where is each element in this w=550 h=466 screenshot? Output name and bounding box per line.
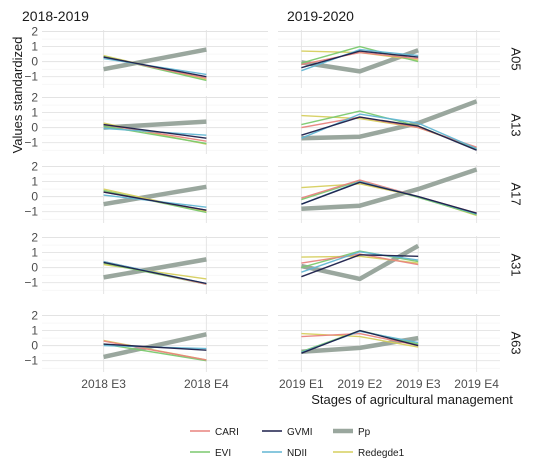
y-tick-label: 0 (31, 339, 38, 353)
series-group-a31-2018-2019 (103, 257, 207, 285)
y-tick-label: 1 (31, 324, 38, 338)
series-line-cari-a63-2019-2020 (301, 332, 419, 347)
y-tick-label: 1 (31, 106, 38, 120)
series-line-cari-a05-2019-2020 (301, 51, 419, 66)
series-line-redegde1-a63-2019-2020 (301, 332, 419, 348)
legend-item-gvmi: GVMI (262, 427, 313, 438)
series-line-pp-a31-2018-2019 (103, 257, 207, 280)
series-group-a17-2019-2020 (301, 167, 478, 217)
panel-a31-2019-2020 (278, 236, 500, 294)
series-line-gvmi-a17-2018-2019 (103, 191, 207, 211)
series-line-pp-a05-2018-2019 (103, 47, 207, 72)
y-tick-label: 2 (31, 309, 38, 323)
y-tick-label: 2 (31, 160, 38, 174)
series-line-gvmi-a05-2019-2020 (301, 50, 419, 69)
series-group-a13-2018-2019 (103, 119, 207, 145)
y-tick-label: 0 (31, 190, 38, 204)
y-axis-title: Values standardized (10, 37, 25, 154)
x-tick-label-2018-e4: 2018 E4 (184, 377, 229, 391)
strip-label-a17: A17 (509, 182, 524, 205)
x-tick-label-2018-e3: 2018 E3 (81, 377, 126, 391)
legend: CARI GVMI Pp EVI NDII Redegde1 (190, 427, 405, 459)
y-tick-label: 1 (31, 175, 38, 189)
series-line-evi-a63-2018-2019 (103, 343, 207, 362)
y-tick-label: −1 (24, 136, 38, 150)
legend-label-gvmi: GVMI (287, 427, 313, 438)
series-group-a31-2019-2020 (300, 243, 420, 282)
series-line-pp-a17-2019-2020 (301, 167, 478, 211)
series-group-a17-2018-2019 (103, 184, 207, 214)
series-line-gvmi-a31-2018-2019 (103, 261, 207, 285)
y-tick-label: 0 (31, 55, 38, 69)
series-line-cari-a63-2018-2019 (103, 340, 207, 361)
series-line-gvmi-a63-2019-2020 (301, 329, 419, 354)
y-tick-label: 2 (31, 91, 38, 105)
series-line-gvmi-a13-2018-2019 (103, 123, 207, 139)
series-line-gvmi-a17-2019-2020 (301, 181, 477, 214)
x-tick-label-2019-e2: 2019 E2 (337, 377, 382, 391)
row-strip-labels: A05 A13 A17 A31 A63 (509, 47, 524, 354)
legend-item-cari: CARI (190, 427, 239, 438)
series-group-a05-2019-2020 (301, 45, 419, 74)
x-tick-label-2019-e1: 2019 E1 (279, 377, 324, 391)
series-line-pp-a63-2018-2019 (103, 332, 207, 360)
legend-label-evi: EVI (215, 448, 231, 459)
y-tick-label: 2 (31, 25, 38, 39)
series-group-a05-2018-2019 (103, 47, 207, 82)
series-group-a63-2019-2020 (301, 329, 419, 354)
y-tick-label: 2 (31, 231, 38, 245)
y-tick-label: −1 (24, 70, 38, 84)
series-line-redegde1-a17-2018-2019 (103, 188, 207, 213)
series-line-gvmi-a05-2018-2019 (103, 56, 207, 78)
column-title-2018-2019: 2018-2019 (22, 8, 89, 24)
y-tick-label: 0 (31, 261, 38, 275)
series-line-gvmi-a31-2019-2020 (301, 254, 419, 278)
series-line-gvmi-a13-2019-2020 (301, 116, 477, 151)
y-tick-label: 0 (31, 121, 38, 135)
legend-label-pp: Pp (358, 427, 371, 438)
legend-item-redegde1: Redegde1 (333, 448, 405, 459)
legend-label-ndii: NDII (287, 448, 307, 459)
chart-panels (42, 30, 500, 372)
y-tick-label: −1 (24, 205, 38, 219)
y-tick-label: −1 (24, 276, 38, 290)
panel-a63-2018-2019 (42, 314, 268, 372)
series-line-ndii-a31-2019-2020 (301, 251, 419, 273)
legend-item-evi: EVI (190, 448, 231, 459)
legend-label-cari: CARI (215, 427, 239, 438)
series-line-pp-a17-2018-2019 (103, 184, 207, 207)
legend-label-redegde1: Redegde1 (358, 448, 405, 459)
x-axis-title: Stages of agricultural management (311, 392, 513, 407)
panel-a31-2018-2019 (42, 236, 268, 294)
series-group-a13-2019-2020 (301, 99, 478, 151)
column-title-2019-2020: 2019-2020 (287, 8, 354, 24)
series-line-pp-a13-2019-2020 (301, 99, 478, 141)
y-tick-label: 1 (31, 40, 38, 54)
strip-label-a63: A63 (509, 331, 524, 354)
series-line-evi-a31-2019-2020 (301, 250, 419, 269)
legend-item-ndii: NDII (262, 448, 307, 459)
x-tick-label-2019-e3: 2019 E3 (396, 377, 441, 391)
y-tick-label: −1 (24, 354, 38, 368)
strip-label-a13: A13 (509, 113, 524, 136)
series-group-a63-2018-2019 (103, 332, 207, 362)
series-line-ndii-a05-2019-2020 (301, 48, 419, 72)
strip-label-a31: A31 (509, 253, 524, 276)
x-tick-label-2019-e4: 2019 E4 (454, 377, 499, 391)
x-tick-labels: 2018 E3 2018 E4 2019 E1 2019 E2 2019 E3 2019 … (81, 377, 499, 391)
strip-label-a05: A05 (509, 47, 524, 70)
series-line-gvmi-a63-2018-2019 (103, 343, 207, 351)
panel-a13-2019-2020 (278, 96, 500, 154)
y-tick-label: 1 (31, 246, 38, 260)
legend-item-pp: Pp (333, 427, 371, 438)
